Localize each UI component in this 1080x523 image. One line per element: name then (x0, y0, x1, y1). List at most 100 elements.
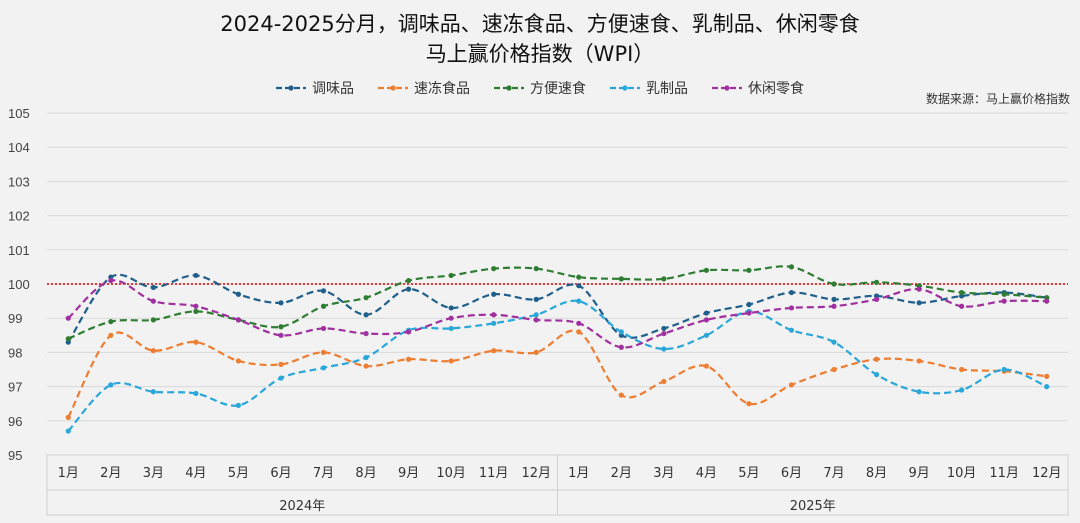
data-point (533, 266, 539, 272)
legend-label: 调味品 (312, 81, 354, 97)
legend-item: 方便速食 (494, 78, 586, 98)
data-point (320, 325, 327, 332)
legend-item: 休闲零食 (712, 78, 804, 98)
data-point (959, 289, 965, 296)
data-point (618, 344, 624, 350)
data-point (278, 361, 284, 367)
year-label: 2024年 (279, 499, 325, 514)
data-point (363, 295, 369, 301)
series-line (67, 265, 1047, 340)
x-tick-label: 10月 (947, 466, 977, 481)
data-point (873, 356, 880, 362)
data-point (831, 339, 837, 345)
data-point (65, 428, 71, 434)
legend: 调味品 速冻食品 方便速食 乳制品 休闲零食 (0, 78, 1080, 98)
legend-marker (378, 85, 408, 91)
data-point (150, 298, 156, 304)
data-point (916, 300, 922, 306)
x-tick-label: 4月 (696, 466, 717, 481)
data-point (916, 358, 922, 364)
data-point (703, 332, 709, 338)
data-point (278, 300, 284, 306)
data-point (873, 279, 880, 285)
data-point (491, 320, 497, 326)
data-point (831, 281, 837, 287)
data-point (1044, 384, 1050, 390)
x-tick-label: 2月 (100, 466, 121, 481)
data-point (193, 308, 199, 314)
data-point (533, 349, 539, 355)
x-tick-label: 5月 (228, 466, 249, 481)
data-point (65, 315, 71, 321)
data-point (788, 327, 795, 333)
data-point (363, 330, 369, 337)
data-point (873, 296, 880, 302)
data-point (618, 392, 624, 398)
series-line (67, 299, 1048, 432)
year-label: 2025年 (790, 499, 836, 514)
legend-item: 调味品 (276, 78, 354, 98)
data-point (448, 358, 454, 364)
x-tick-label: 9月 (398, 466, 419, 481)
data-point (278, 332, 284, 338)
data-point (1044, 298, 1050, 304)
y-tick-label: 100 (8, 277, 30, 292)
chart-subtitle: 马上赢价格指数（WPI） (425, 42, 655, 66)
data-point (491, 312, 497, 318)
x-tick-label: 11月 (989, 466, 1019, 481)
data-point (235, 291, 242, 297)
x-tick-label: 1月 (568, 466, 589, 481)
x-tick-label: 3月 (143, 466, 164, 481)
data-point (533, 317, 539, 323)
data-point (406, 277, 412, 284)
data-point (618, 329, 624, 335)
data-point (788, 264, 795, 270)
data-point (406, 356, 412, 362)
data-point (831, 303, 837, 309)
chart-title: 2024-2025分月，调味品、速冻食品、方便速食、乳制品、休闲零食 (220, 12, 860, 36)
data-point (150, 284, 156, 291)
data-point (576, 283, 582, 289)
data-point (235, 402, 242, 409)
legend-marker (712, 85, 742, 91)
legend-marker (610, 85, 640, 91)
data-point (448, 325, 454, 332)
data-point (1001, 298, 1007, 304)
legend-marker (494, 85, 524, 91)
data-point (448, 305, 454, 311)
y-tick-label: 105 (8, 106, 30, 121)
data-point (959, 387, 965, 393)
data-point (491, 348, 497, 354)
data-point (661, 346, 667, 352)
data-point (278, 324, 284, 330)
x-tick-label: 2月 (611, 466, 632, 481)
y-tick-label: 102 (8, 209, 30, 224)
x-tick-label: 3月 (653, 466, 674, 481)
data-point (363, 354, 369, 361)
data-point (661, 276, 667, 282)
data-point (533, 296, 539, 302)
data-point (65, 336, 71, 342)
series-2 (65, 329, 1050, 420)
data-point (831, 366, 837, 373)
data-point (320, 303, 327, 309)
data-point (193, 272, 199, 279)
data-point (788, 382, 795, 388)
data-point (746, 401, 752, 407)
x-tick-label: 1月 (58, 466, 79, 481)
y-tick-label: 95 (8, 448, 22, 463)
data-point (703, 317, 709, 323)
data-point (320, 349, 327, 355)
data-point (150, 317, 156, 323)
y-tick-label: 104 (8, 140, 30, 155)
x-tick-label: 6月 (781, 466, 802, 481)
data-point (576, 274, 582, 280)
legend-item: 速冻食品 (378, 78, 470, 98)
data-point (916, 389, 922, 395)
data-point (150, 389, 156, 395)
data-point (406, 329, 412, 335)
data-point (1001, 366, 1007, 373)
data-point (703, 267, 709, 273)
y-tick-label: 97 (8, 380, 22, 395)
legend-marker (276, 85, 306, 91)
